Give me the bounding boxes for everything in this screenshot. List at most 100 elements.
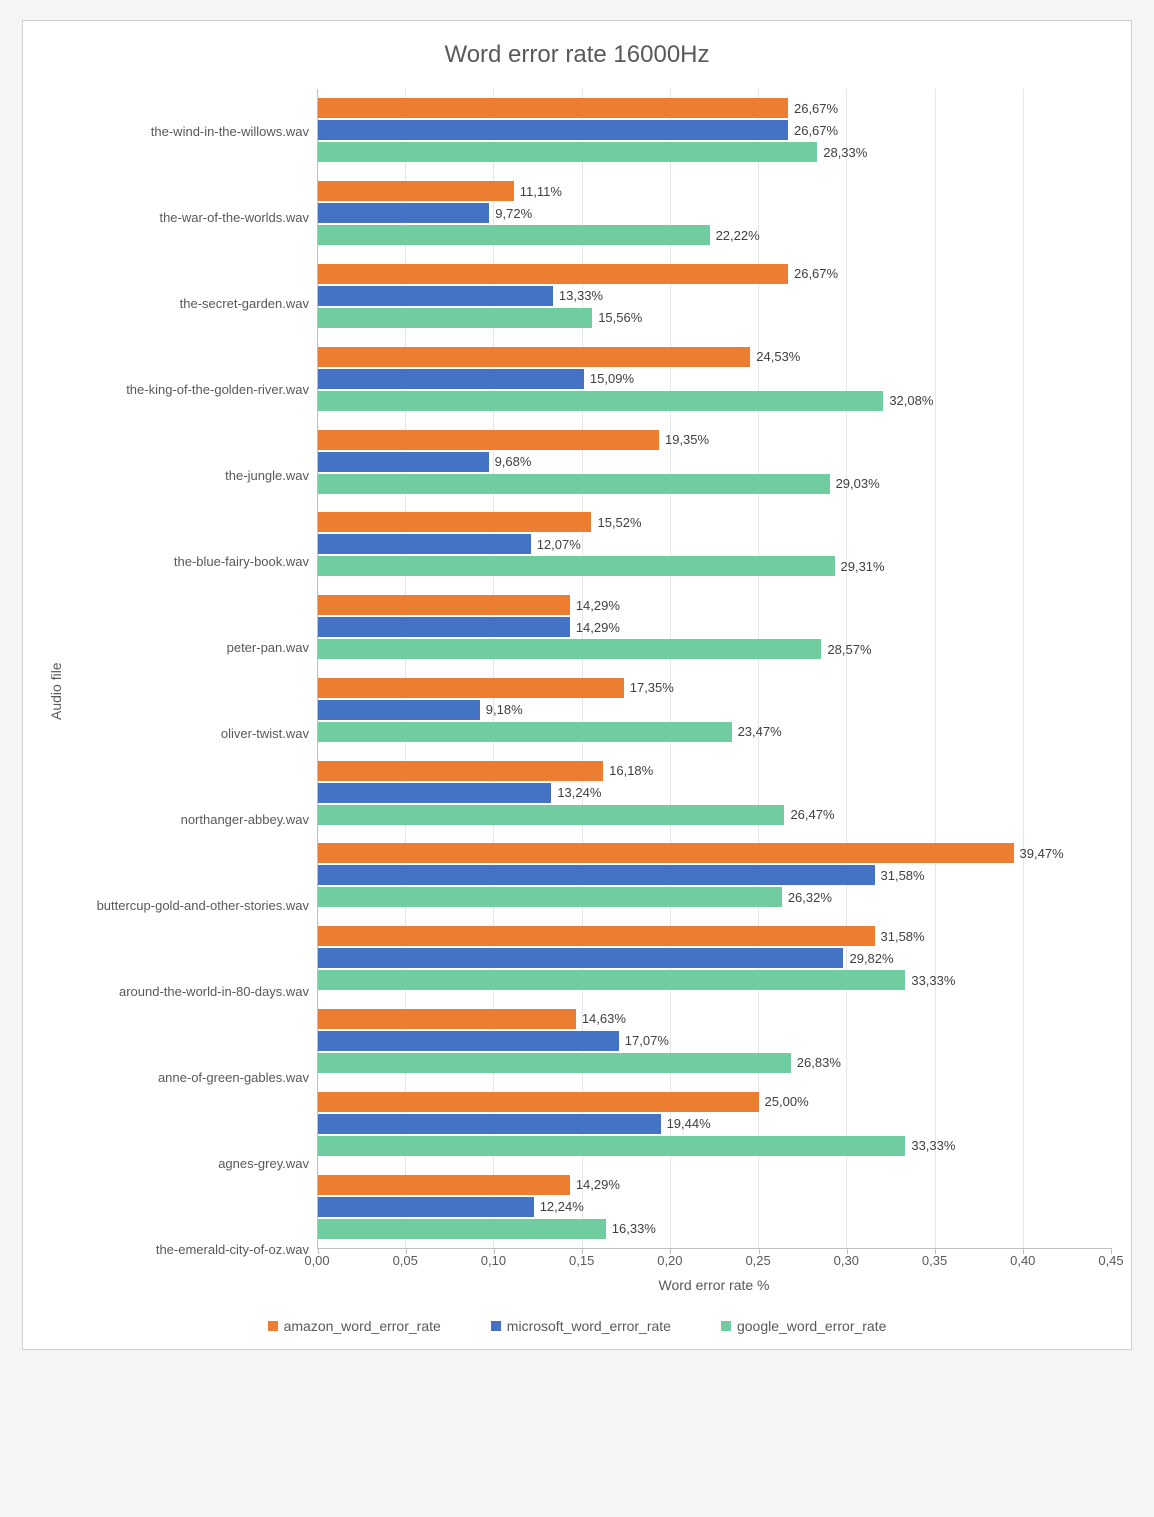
bar-google xyxy=(318,556,835,576)
chart-container: Word error rate 16000Hz Audio file the-w… xyxy=(22,20,1132,1350)
bar-row: 32,08% xyxy=(318,391,1111,411)
bar-value-label: 26,67% xyxy=(788,101,838,116)
plot-area: 26,67%26,67%28,33%11,11%9,72%22,22%26,67… xyxy=(317,89,1111,1249)
bar-row: 14,29% xyxy=(318,1175,1111,1195)
bar-amazon xyxy=(318,430,659,450)
bar-row: 12,24% xyxy=(318,1197,1111,1217)
y-category-label: the-blue-fairy-book.wav xyxy=(69,519,309,605)
bar-value-label: 33,33% xyxy=(905,973,955,988)
bar-row: 11,11% xyxy=(318,181,1111,201)
bar-microsoft xyxy=(318,369,584,389)
bar-value-label: 15,09% xyxy=(584,371,634,386)
bar-row: 13,33% xyxy=(318,286,1111,306)
x-axis: 0,000,050,100,150,200,250,300,350,400,45 xyxy=(317,1249,1111,1271)
y-axis-labels: the-wind-in-the-willows.wavthe-war-of-th… xyxy=(69,89,317,1293)
bar-row: 26,47% xyxy=(318,805,1111,825)
bar-row: 31,58% xyxy=(318,926,1111,946)
bar-value-label: 14,29% xyxy=(570,598,620,613)
y-category-label: anne-of-green-gables.wav xyxy=(69,1035,309,1121)
bar-value-label: 13,33% xyxy=(553,288,603,303)
bar-group: 25,00%19,44%33,33% xyxy=(318,1082,1111,1165)
bar-row: 28,33% xyxy=(318,142,1111,162)
bar-value-label: 13,24% xyxy=(551,785,601,800)
y-category-label: the-jungle.wav xyxy=(69,433,309,519)
bar-row: 24,53% xyxy=(318,347,1111,367)
bar-value-label: 14,29% xyxy=(570,620,620,635)
bar-value-label: 14,63% xyxy=(576,1011,626,1026)
bar-value-label: 28,33% xyxy=(817,145,867,160)
bar-row: 12,07% xyxy=(318,534,1111,554)
y-category-label: northanger-abbey.wav xyxy=(69,777,309,863)
bar-value-label: 19,35% xyxy=(659,432,709,447)
legend-item-google: google_word_error_rate xyxy=(721,1318,886,1334)
x-tick-label: 0,05 xyxy=(393,1253,418,1268)
bar-google xyxy=(318,142,817,162)
bar-google xyxy=(318,391,883,411)
bar-google xyxy=(318,1136,905,1156)
bar-value-label: 33,33% xyxy=(905,1138,955,1153)
bar-amazon xyxy=(318,347,750,367)
y-category-label: the-wind-in-the-willows.wav xyxy=(69,89,309,175)
bar-value-label: 28,57% xyxy=(821,642,871,657)
bar-groups: 26,67%26,67%28,33%11,11%9,72%22,22%26,67… xyxy=(318,89,1111,1248)
bar-value-label: 31,58% xyxy=(875,929,925,944)
bar-value-label: 32,08% xyxy=(883,393,933,408)
bar-row: 13,24% xyxy=(318,783,1111,803)
bar-microsoft xyxy=(318,120,788,140)
bar-value-label: 17,35% xyxy=(624,680,674,695)
bar-row: 29,31% xyxy=(318,556,1111,576)
bar-row: 15,56% xyxy=(318,308,1111,328)
y-category-label: agnes-grey.wav xyxy=(69,1121,309,1207)
bar-row: 17,35% xyxy=(318,678,1111,698)
legend-item-microsoft: microsoft_word_error_rate xyxy=(491,1318,671,1334)
bar-amazon xyxy=(318,1009,576,1029)
bar-microsoft xyxy=(318,783,551,803)
bar-microsoft xyxy=(318,948,843,968)
y-axis-title: Audio file xyxy=(43,89,69,1293)
y-category-label: the-war-of-the-worlds.wav xyxy=(69,175,309,261)
bar-row: 14,29% xyxy=(318,617,1111,637)
bar-google xyxy=(318,805,784,825)
bar-row: 33,33% xyxy=(318,970,1111,990)
bar-value-label: 39,47% xyxy=(1014,846,1064,861)
bar-value-label: 26,67% xyxy=(788,123,838,138)
bar-group: 14,29% 14,29% 28,57% xyxy=(318,586,1111,669)
bar-group: 17,35% 9,18% 23,47% xyxy=(318,668,1111,751)
bar-group: 16,18%13,24%26,47% xyxy=(318,751,1111,834)
bar-row: 9,68% xyxy=(318,452,1111,472)
bar-value-label: 26,83% xyxy=(791,1055,841,1070)
bar-value-label: 9,18% xyxy=(480,702,523,717)
x-tick-label: 0,20 xyxy=(657,1253,682,1268)
bar-value-label: 22,22% xyxy=(710,228,760,243)
bar-google xyxy=(318,1053,791,1073)
bar-value-label: 14,29% xyxy=(570,1177,620,1192)
x-tick-label: 0,25 xyxy=(745,1253,770,1268)
legend-item-amazon: amazon_word_error_rate xyxy=(268,1318,441,1334)
bar-value-label: 15,56% xyxy=(592,310,642,325)
y-category-label: buttercup-gold-and-other-stories.wav xyxy=(69,863,309,949)
bar-group: 11,11% 9,72% 22,22% xyxy=(318,172,1111,255)
bar-microsoft xyxy=(318,617,570,637)
bar-amazon xyxy=(318,595,570,615)
x-tick-label: 0,40 xyxy=(1010,1253,1035,1268)
bar-value-label: 23,47% xyxy=(732,724,782,739)
legend-label: amazon_word_error_rate xyxy=(284,1318,441,1334)
bar-amazon xyxy=(318,926,875,946)
bar-value-label: 9,68% xyxy=(489,454,532,469)
bar-row: 26,32% xyxy=(318,887,1111,907)
bar-row: 14,29% xyxy=(318,595,1111,615)
bar-value-label: 15,52% xyxy=(591,515,641,530)
bar-value-label: 29,82% xyxy=(843,951,893,966)
bar-value-label: 25,00% xyxy=(759,1094,809,1109)
bar-microsoft xyxy=(318,700,480,720)
bar-value-label: 29,03% xyxy=(830,476,880,491)
bar-row: 29,82% xyxy=(318,948,1111,968)
y-category-label: around-the-world-in-80-days.wav xyxy=(69,949,309,1035)
bar-group: 26,67%13,33%15,56% xyxy=(318,255,1111,338)
x-axis-title: Word error rate % xyxy=(317,1277,1111,1293)
bar-microsoft xyxy=(318,452,489,472)
bar-microsoft xyxy=(318,203,489,223)
bar-value-label: 9,72% xyxy=(489,206,532,221)
bar-microsoft xyxy=(318,865,875,885)
legend-label: microsoft_word_error_rate xyxy=(507,1318,671,1334)
